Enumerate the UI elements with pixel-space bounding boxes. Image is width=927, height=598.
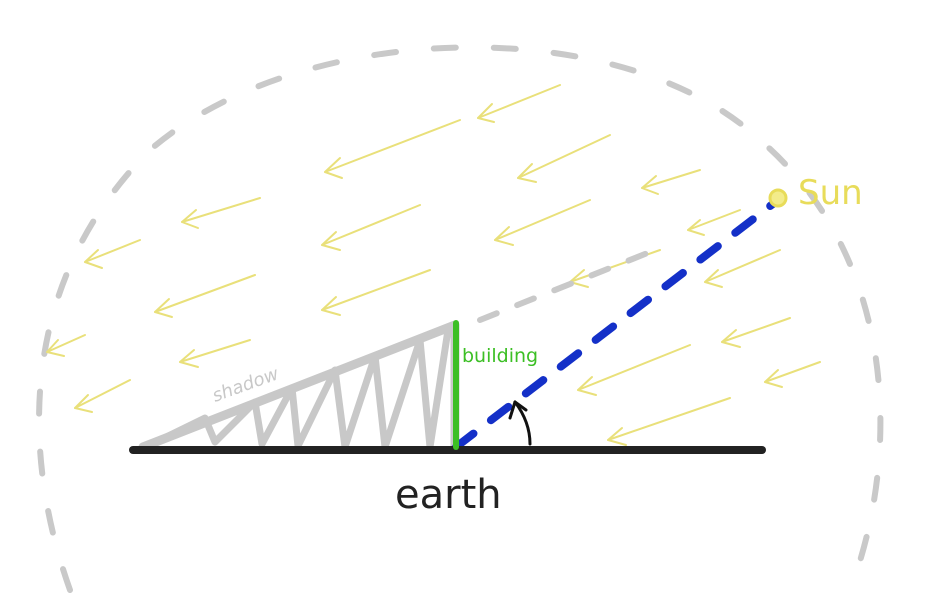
earth-label: earth xyxy=(395,472,502,518)
sun-ray-arrow xyxy=(324,119,461,179)
sun-ray-arrow xyxy=(46,334,86,357)
building-label: building xyxy=(462,345,538,367)
sun-ray-arrow xyxy=(687,209,741,236)
sun-ray-arrow xyxy=(154,274,256,318)
sun-ray-arrow xyxy=(179,339,251,368)
sky-dome-arc xyxy=(36,44,884,593)
sun-ray-arrow xyxy=(84,239,141,269)
sun-ray-arrow xyxy=(181,197,261,229)
sun-ray-arrow xyxy=(74,379,131,413)
sun-label: Sun xyxy=(798,173,863,213)
sun-ray-arrow xyxy=(477,84,561,123)
sun-rays xyxy=(46,84,821,446)
shadow-shape xyxy=(138,320,460,452)
sun-ray-arrow xyxy=(494,199,591,246)
sight-line-to-sun xyxy=(452,196,782,451)
sun-icon xyxy=(768,188,788,208)
sun-ray-arrow xyxy=(721,317,791,348)
sun-ray-arrow xyxy=(704,249,781,288)
sun-ray-arrow xyxy=(641,169,701,195)
curved-arrow-icon xyxy=(508,400,532,446)
sun-ray-arrow xyxy=(321,269,431,316)
sun-ray-arrow xyxy=(607,397,731,446)
sun-ray-arrow xyxy=(577,344,691,396)
sun-ray-arrow xyxy=(517,134,611,183)
shadow-hatching xyxy=(156,326,452,451)
sun-ray-arrow xyxy=(321,204,421,251)
building-top-extension xyxy=(477,245,663,323)
sun-ray-arrow xyxy=(764,361,821,388)
